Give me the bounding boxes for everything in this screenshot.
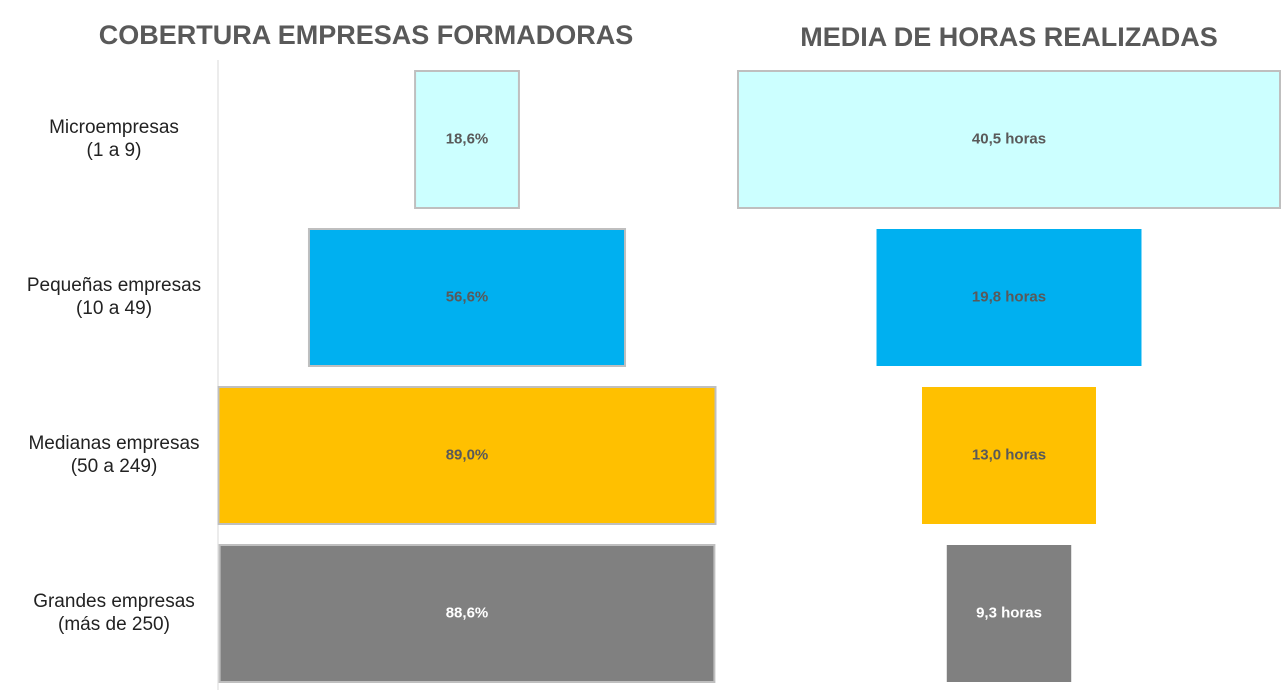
- bar: [922, 387, 1096, 524]
- value-label: 13,0 horas: [972, 446, 1046, 463]
- value-label: 18,6%: [446, 130, 489, 147]
- value-label: 9,3 horas: [976, 604, 1042, 621]
- bar: [307, 228, 627, 367]
- bar: [876, 229, 1142, 366]
- category-label: Pequeñas empresas (10 a 49): [27, 275, 201, 319]
- value-label: 19,8 horas: [972, 288, 1046, 305]
- category-label: Medianas empresas (50 a 249): [28, 433, 199, 477]
- bar: [946, 545, 1072, 682]
- value-label: 89,0%: [446, 446, 489, 463]
- chart-title: COBERTURA EMPRESAS FORMADORAS: [99, 20, 634, 50]
- category-label: Microempresas (1 a 9): [49, 117, 179, 161]
- value-label: 56,6%: [446, 288, 489, 305]
- bar: [217, 386, 717, 525]
- bar: [218, 544, 716, 683]
- value-label: 40,5 horas: [972, 130, 1046, 147]
- value-label: 88,6%: [446, 604, 489, 621]
- bar: [737, 70, 1281, 209]
- chart-title: MEDIA DE HORAS REALIZADAS: [800, 22, 1218, 52]
- bar: [414, 70, 520, 209]
- category-label: Grandes empresas (más de 250): [33, 591, 195, 635]
